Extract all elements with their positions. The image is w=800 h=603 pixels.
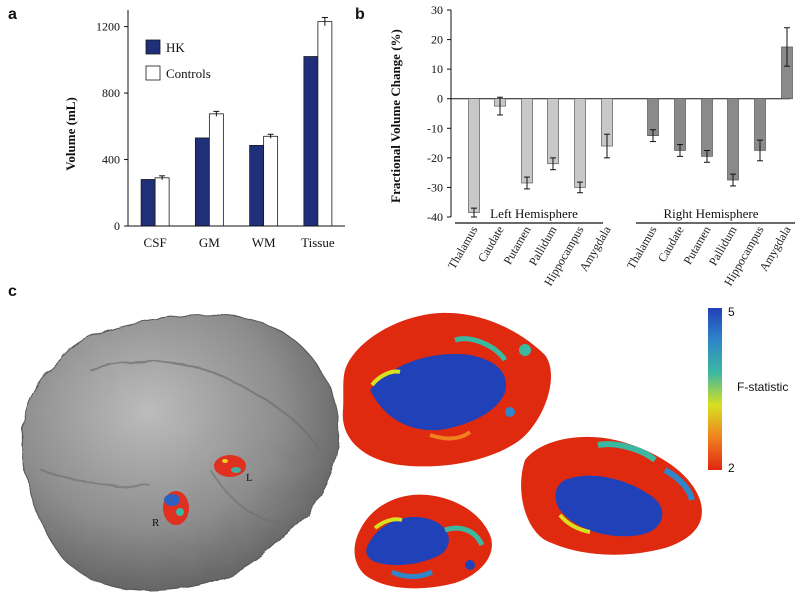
chart-a-legend-swatch <box>145 65 161 81</box>
colorbar-rect <box>708 308 722 470</box>
surface-render-3 <box>354 494 492 589</box>
right-amygdala-render <box>163 491 189 525</box>
chart-b-y-tick-label: -20 <box>427 151 443 165</box>
chart-a: 0 400 800 1200 CSF GM WM Tissue HK Controls Volu… <box>63 10 345 250</box>
panel-c-letter: c <box>8 283 17 300</box>
colorbar-title: F-statistic <box>737 380 788 394</box>
left-amygdala-render <box>214 455 246 477</box>
chart-b-group-label-left: Left Hemisphere <box>490 206 578 221</box>
brain-surface <box>21 314 340 592</box>
surface-render-1 <box>342 312 551 467</box>
chart-b-y-tick-label: 20 <box>431 33 443 47</box>
colorbar-max-label: 5 <box>728 305 735 319</box>
chart-a-y-tick-label: 400 <box>102 153 120 167</box>
chart-b-y-tick-label: -40 <box>427 210 443 224</box>
chart-b-y-axis-label: Fractional Volume Change (%) <box>388 29 403 203</box>
chart-a-legend-swatch <box>145 39 161 55</box>
chart-a-category-label: CSF <box>144 235 167 250</box>
marker-right: R <box>152 517 160 529</box>
chart-a-y-tick-label: 1200 <box>96 20 120 34</box>
chart-b-y-tick-label: -30 <box>427 180 443 194</box>
chart-b-y-tick-label: 10 <box>431 62 443 76</box>
panel-a-letter: a <box>8 6 17 23</box>
chart-b-y-tick-label: 0 <box>437 92 443 106</box>
chart-b-group-label-right: Right Hemisphere <box>664 206 759 221</box>
chart-a-category-label: WM <box>252 235 276 250</box>
colorbar <box>708 308 722 470</box>
chart-a-y-tick-label: 800 <box>102 86 120 100</box>
chart-a-legend-label: Controls <box>166 66 211 81</box>
chart-b: -40-30-20-100102030ThalamusCaudatePutame… <box>388 3 795 288</box>
chart-a-legend-label: HK <box>166 40 185 55</box>
chart-b-y-tick-label: 30 <box>431 3 443 17</box>
surface-render-2 <box>521 436 702 555</box>
chart-a-category-label: GM <box>199 235 220 250</box>
chart-a-category-label: Tissue <box>301 235 335 250</box>
marker-left: L <box>246 472 253 484</box>
chart-b-y-tick-label: -10 <box>427 121 443 135</box>
panel-b-letter: b <box>355 6 365 23</box>
chart-a-y-axis-label: Volume (mL) <box>63 97 78 171</box>
chart-a-y-tick-label: 0 <box>114 219 120 233</box>
colorbar-min-label: 2 <box>728 461 735 475</box>
